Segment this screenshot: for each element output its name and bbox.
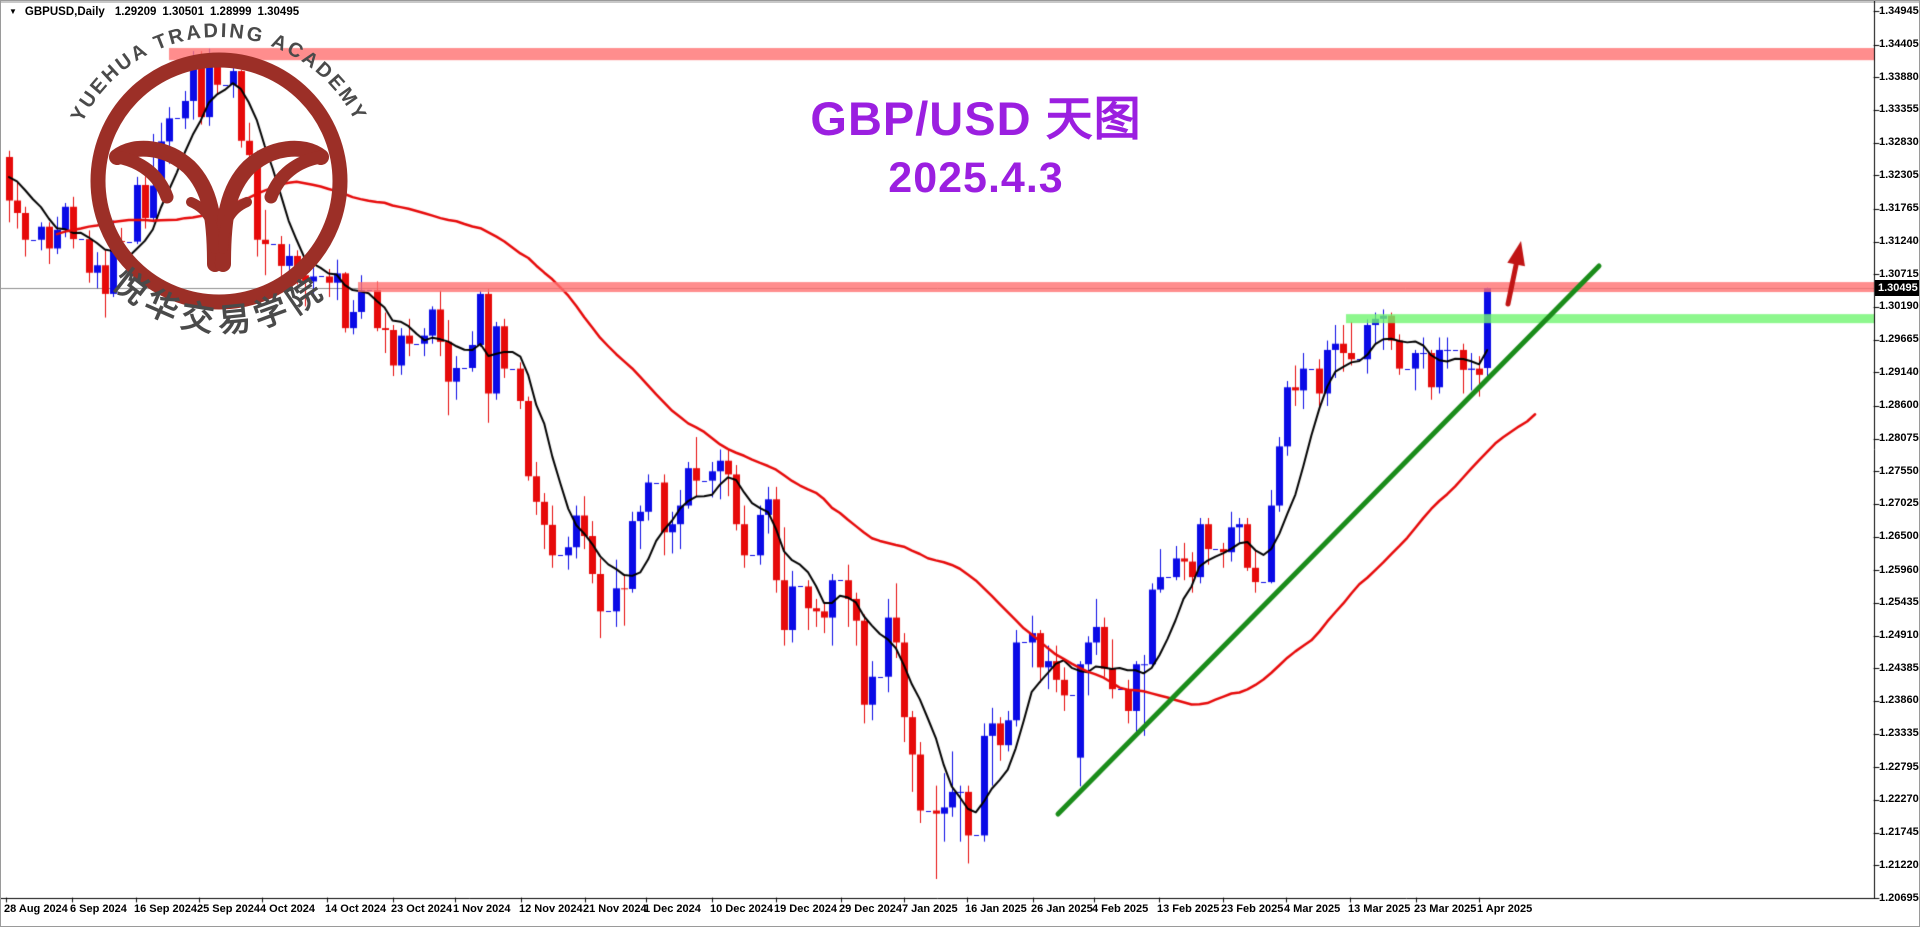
price-axis-label: 1.28600 bbox=[1879, 399, 1919, 412]
date-axis-label: 1 Dec 2024 bbox=[644, 903, 701, 915]
symbol-quote-header[interactable]: ▼ GBPUSD,Daily 1.29209 1.30501 1.28999 1… bbox=[9, 5, 299, 19]
price-axis-label: 1.22270 bbox=[1879, 793, 1919, 806]
quote-low: 1.28999 bbox=[209, 6, 252, 18]
date-axis-label: 1 Apr 2025 bbox=[1477, 903, 1533, 915]
date-axis-label: 25 Sep 2024 bbox=[197, 903, 260, 915]
date-axis-label: 12 Nov 2024 bbox=[519, 903, 583, 915]
price-axis-label: 1.27025 bbox=[1879, 497, 1919, 510]
date-axis-label: 16 Jan 2025 bbox=[965, 903, 1027, 915]
date-axis-label: 13 Feb 2025 bbox=[1157, 903, 1220, 915]
price-axis-label: 1.29140 bbox=[1879, 365, 1919, 378]
price-axis-label: 1.27550 bbox=[1879, 464, 1919, 477]
date-axis-label: 23 Oct 2024 bbox=[391, 903, 453, 915]
yuehua-logo-watermark: YUEHUA TRADING ACADEMY 悦华交易学院 bbox=[67, 20, 369, 339]
price-axis-label: 1.25435 bbox=[1879, 596, 1919, 609]
price-axis-label: 1.32830 bbox=[1879, 136, 1919, 149]
date-axis-label: 23 Mar 2025 bbox=[1414, 903, 1477, 915]
date-axis-label: 21 Nov 2024 bbox=[583, 903, 647, 915]
price-axis-label: 1.20695 bbox=[1879, 891, 1919, 904]
price-axis-label: 1.31240 bbox=[1879, 235, 1919, 248]
quote-high: 1.30501 bbox=[162, 6, 204, 18]
date-axis-label: 19 Dec 2024 bbox=[774, 903, 837, 915]
logo-ring bbox=[90, 52, 348, 310]
price-axis-label: 1.33355 bbox=[1879, 103, 1919, 116]
price-axis-label: 1.21745 bbox=[1879, 826, 1919, 839]
price-axis-label: 1.33880 bbox=[1879, 70, 1919, 83]
price-axis-label: 1.23335 bbox=[1879, 727, 1919, 740]
price-axis-label: 1.34945 bbox=[1879, 4, 1919, 17]
price-axis-label: 1.25960 bbox=[1879, 563, 1919, 576]
date-axis-label: 28 Aug 2024 bbox=[4, 903, 68, 915]
price-axis-label: 1.30190 bbox=[1879, 300, 1919, 313]
chevron-down-icon[interactable]: ▼ bbox=[9, 6, 17, 16]
price-axis-label: 1.30715 bbox=[1879, 267, 1919, 280]
date-axis-label: 13 Mar 2025 bbox=[1348, 903, 1411, 915]
price-axis-label: 1.24385 bbox=[1879, 661, 1919, 674]
date-axis-label: 16 Sep 2024 bbox=[134, 903, 197, 915]
price-axis-label: 1.24910 bbox=[1879, 629, 1919, 642]
price-axis-label: 1.26500 bbox=[1879, 530, 1919, 543]
date-axis-label: 4 Feb 2025 bbox=[1092, 903, 1149, 915]
logo-tulip-icon bbox=[109, 140, 329, 272]
price-axis-label: 1.34405 bbox=[1879, 38, 1919, 51]
price-axis-label: 1.23860 bbox=[1879, 694, 1919, 707]
date-axis-label: 29 Dec 2024 bbox=[839, 903, 902, 915]
date-axis-label: 1 Nov 2024 bbox=[453, 903, 511, 915]
price-axis-label: 1.32305 bbox=[1879, 168, 1919, 181]
date-axis-label: 6 Sep 2024 bbox=[70, 903, 127, 915]
chart-title-date: 2025.4.3 bbox=[888, 154, 1064, 202]
date-axis-label: 4 Oct 2024 bbox=[260, 903, 316, 915]
price-axis-label: 1.21220 bbox=[1879, 858, 1919, 871]
date-axis-label: 10 Dec 2024 bbox=[710, 903, 773, 915]
date-axis-label: 7 Jan 2025 bbox=[902, 903, 958, 915]
price-axis-label: 1.22795 bbox=[1879, 760, 1919, 773]
date-axis-label: 4 Mar 2025 bbox=[1284, 903, 1341, 915]
price-axis-label: 1.28075 bbox=[1879, 432, 1919, 445]
date-axis-label: 14 Oct 2024 bbox=[325, 903, 387, 915]
symbol-period-label: GBPUSD,Daily bbox=[24, 6, 105, 18]
current-price-badge: 1.30495 bbox=[1875, 279, 1919, 296]
date-axis-label: 23 Feb 2025 bbox=[1221, 903, 1284, 915]
chart-title: GBP/USD 天图 bbox=[810, 92, 1142, 145]
price-axis-label: 1.29665 bbox=[1879, 333, 1919, 346]
price-axis-label: 1.31765 bbox=[1879, 202, 1919, 215]
quote-open: 1.29209 bbox=[114, 6, 157, 18]
quote-close: 1.30495 bbox=[257, 6, 300, 18]
date-axis-label: 26 Jan 2025 bbox=[1031, 903, 1093, 915]
